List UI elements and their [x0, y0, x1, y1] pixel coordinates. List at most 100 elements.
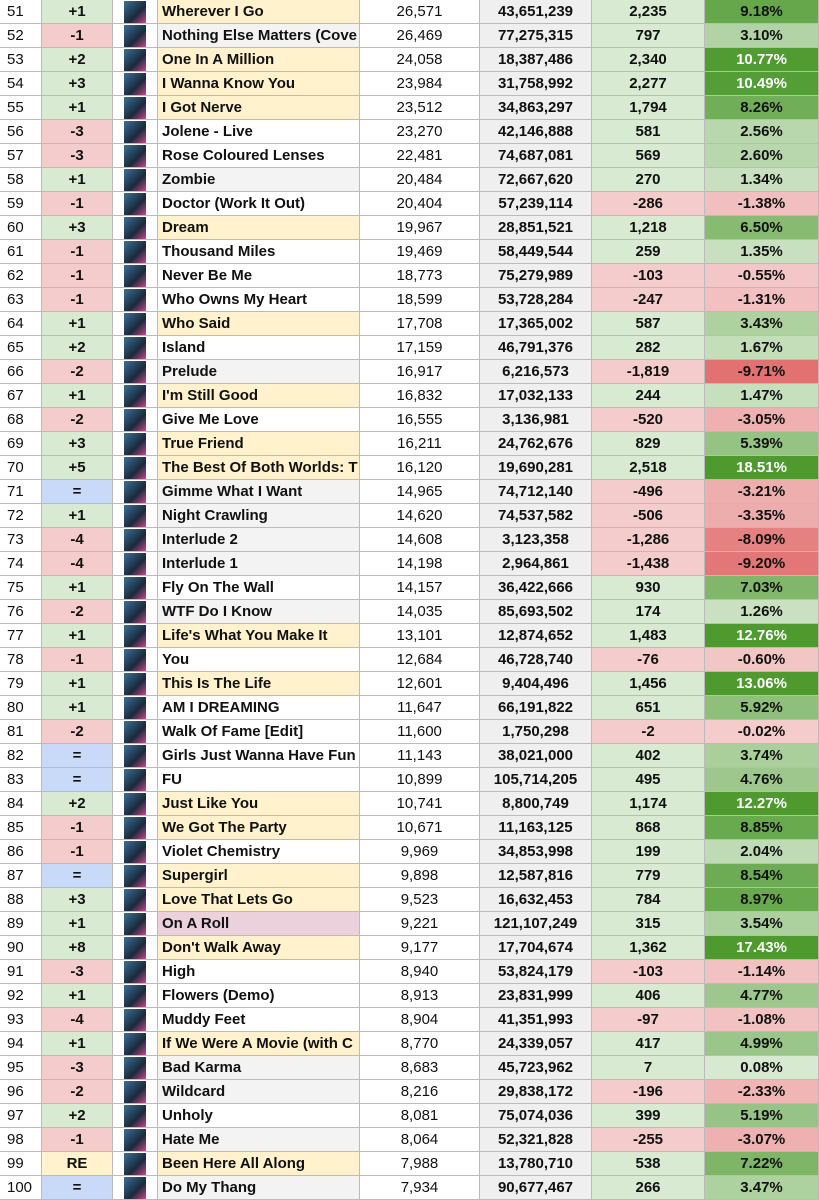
table-row: 95 -3 Bad Karma 8,683 45,723,962 7 0.08%: [0, 1056, 819, 1080]
table-row: 58 +1 Zombie 20,484 72,667,620 270 1.34%: [0, 168, 819, 192]
percent-change: 1.47%: [705, 384, 819, 408]
album-cover: [124, 384, 146, 407]
album-cover: [124, 360, 146, 383]
album-cover: [124, 264, 146, 287]
daily-change: -496: [592, 480, 705, 504]
daily-change: 406: [592, 984, 705, 1008]
rank: 99: [0, 1152, 42, 1176]
title: Thousand Miles: [158, 240, 360, 264]
rank: 55: [0, 96, 42, 120]
title: Night Crawling: [158, 504, 360, 528]
movement: -3: [42, 144, 113, 168]
thumb: [113, 24, 158, 48]
thumb: [113, 312, 158, 336]
total-streams: 19,690,281: [480, 456, 592, 480]
title: AM I DREAMING: [158, 696, 360, 720]
album-cover: [124, 1008, 146, 1031]
album-cover: [124, 600, 146, 623]
title: Prelude: [158, 360, 360, 384]
table-row: 90 +8 Don't Walk Away 9,177 17,704,674 1,362 1…: [0, 936, 819, 960]
title: Unholy: [158, 1104, 360, 1128]
movement: +1: [42, 672, 113, 696]
movement: +1: [42, 168, 113, 192]
table-row: 69 +3 True Friend 16,211 24,762,676 829 5.39%: [0, 432, 819, 456]
title: FU: [158, 768, 360, 792]
album-cover: [124, 72, 146, 95]
table-row: 74 -4 Interlude 1 14,198 2,964,861 -1,438 -9.2…: [0, 552, 819, 576]
daily-change: 199: [592, 840, 705, 864]
percent-change: 8.54%: [705, 864, 819, 888]
daily-change: 2,340: [592, 48, 705, 72]
percent-change: 2.56%: [705, 120, 819, 144]
daily-change: -1,438: [592, 552, 705, 576]
percent-change: 18.51%: [705, 456, 819, 480]
percent-change: 10.77%: [705, 48, 819, 72]
thumb: [113, 1080, 158, 1104]
daily-streams: 9,221: [360, 912, 480, 936]
percent-change: 8.26%: [705, 96, 819, 120]
daily-change: -103: [592, 960, 705, 984]
table-row: 98 -1 Hate Me 8,064 52,321,828 -255 -3.07%: [0, 1128, 819, 1152]
total-streams: 74,712,140: [480, 480, 592, 504]
percent-change: 3.10%: [705, 24, 819, 48]
album-cover: [124, 840, 146, 863]
title: I Wanna Know You: [158, 72, 360, 96]
daily-streams: 9,523: [360, 888, 480, 912]
album-cover: [124, 936, 146, 959]
daily-change: 244: [592, 384, 705, 408]
daily-streams: 8,904: [360, 1008, 480, 1032]
album-cover: [124, 336, 146, 359]
title: Muddy Feet: [158, 1008, 360, 1032]
album-cover: [124, 672, 146, 695]
album-cover: [124, 1176, 146, 1199]
thumb: [113, 744, 158, 768]
percent-change: -9.71%: [705, 360, 819, 384]
movement: -2: [42, 600, 113, 624]
movement: +1: [42, 576, 113, 600]
table-row: 75 +1 Fly On The Wall 14,157 36,422,666 930 7.…: [0, 576, 819, 600]
title: Rose Coloured Lenses: [158, 144, 360, 168]
rank: 84: [0, 792, 42, 816]
table-row: 88 +3 Love That Lets Go 9,523 16,632,453 784 8…: [0, 888, 819, 912]
movement: -4: [42, 552, 113, 576]
title: Who Owns My Heart: [158, 288, 360, 312]
total-streams: 53,728,284: [480, 288, 592, 312]
daily-streams: 10,741: [360, 792, 480, 816]
table-row: 71 = Gimme What I Want 14,965 74,712,140 -496…: [0, 480, 819, 504]
percent-change: -9.20%: [705, 552, 819, 576]
title: Violet Chemistry: [158, 840, 360, 864]
total-streams: 38,021,000: [480, 744, 592, 768]
total-streams: 3,123,358: [480, 528, 592, 552]
album-cover: [124, 1056, 146, 1079]
daily-streams: 12,684: [360, 648, 480, 672]
daily-change: 797: [592, 24, 705, 48]
movement: -1: [42, 1128, 113, 1152]
rank: 56: [0, 120, 42, 144]
daily-streams: 8,064: [360, 1128, 480, 1152]
rank: 78: [0, 648, 42, 672]
percent-change: 7.03%: [705, 576, 819, 600]
rank: 91: [0, 960, 42, 984]
daily-streams: 10,899: [360, 768, 480, 792]
thumb: [113, 1176, 158, 1200]
daily-streams: 20,404: [360, 192, 480, 216]
daily-streams: 18,599: [360, 288, 480, 312]
title: Walk Of Fame [Edit]: [158, 720, 360, 744]
total-streams: 74,687,081: [480, 144, 592, 168]
daily-streams: 20,484: [360, 168, 480, 192]
thumb: [113, 384, 158, 408]
percent-change: 8.97%: [705, 888, 819, 912]
daily-change: -103: [592, 264, 705, 288]
daily-streams: 8,081: [360, 1104, 480, 1128]
total-streams: 13,780,710: [480, 1152, 592, 1176]
rank: 57: [0, 144, 42, 168]
thumb: [113, 768, 158, 792]
daily-change: 581: [592, 120, 705, 144]
rank: 75: [0, 576, 42, 600]
rank: 52: [0, 24, 42, 48]
thumb: [113, 432, 158, 456]
movement: =: [42, 768, 113, 792]
total-streams: 46,791,376: [480, 336, 592, 360]
percent-change: 1.26%: [705, 600, 819, 624]
thumb: [113, 264, 158, 288]
